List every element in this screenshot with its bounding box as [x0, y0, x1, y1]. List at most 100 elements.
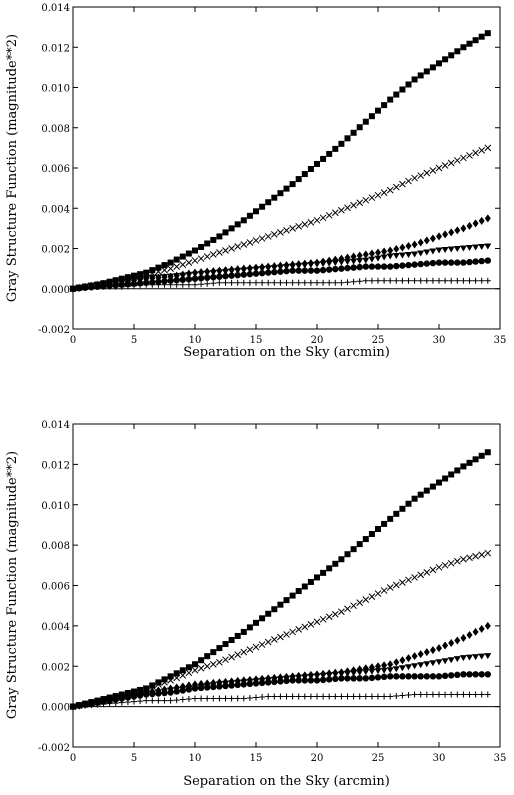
data-point	[344, 605, 351, 613]
data-point	[94, 701, 101, 708]
data-point	[167, 673, 174, 680]
data-point	[399, 277, 406, 284]
data-point	[423, 260, 430, 267]
data-point	[368, 277, 375, 284]
data-point	[277, 601, 284, 608]
data-point	[222, 272, 229, 280]
data-point	[259, 203, 266, 210]
data-point	[234, 243, 242, 250]
data-point	[82, 702, 89, 709]
data-point	[399, 656, 406, 665]
data-point	[295, 626, 303, 633]
data-point	[320, 279, 327, 286]
x-tick-label: 15	[250, 335, 263, 346]
data-point	[271, 194, 278, 201]
data-point	[460, 463, 467, 470]
data-point	[374, 255, 382, 262]
data-point	[167, 697, 174, 704]
data-point	[398, 665, 406, 672]
data-point	[136, 692, 144, 699]
data-point	[484, 653, 492, 660]
x-tick-label: 20	[311, 753, 324, 764]
data-point	[399, 86, 406, 93]
data-point	[301, 171, 308, 178]
x-axis-label: Separation on the Sky (arcmin)	[183, 774, 390, 789]
data-point	[393, 510, 400, 517]
data-point	[70, 285, 76, 292]
data-point	[124, 694, 132, 701]
data-point	[380, 587, 388, 594]
data-point	[417, 277, 424, 284]
data-point	[265, 679, 272, 686]
data-point	[161, 281, 168, 288]
y-axis-label: Gray Structure Function (magnitude**2)	[5, 451, 20, 719]
data-point	[173, 688, 180, 695]
data-point	[344, 264, 351, 272]
data-point	[374, 590, 382, 597]
data-point	[362, 196, 370, 204]
data-point	[405, 81, 412, 88]
data-point	[295, 263, 303, 270]
y-tick-label: 0.000	[41, 285, 70, 296]
data-point	[411, 574, 418, 581]
data-point	[374, 191, 382, 199]
data-point	[448, 228, 455, 237]
data-point	[325, 211, 333, 219]
data-point	[472, 671, 479, 678]
data-point	[313, 677, 321, 684]
data-point	[191, 271, 199, 278]
data-point	[148, 683, 156, 690]
data-point	[204, 274, 211, 281]
data-point	[344, 670, 351, 677]
data-point	[314, 574, 320, 581]
data-point	[216, 695, 223, 702]
data-point	[161, 262, 168, 269]
data-point	[161, 679, 168, 686]
data-point	[314, 279, 320, 286]
data-point	[253, 208, 259, 215]
data-point	[417, 662, 425, 669]
data-point	[356, 258, 364, 265]
data-point	[356, 199, 364, 207]
data-point	[454, 671, 461, 679]
data-point	[143, 697, 150, 704]
data-point	[148, 269, 156, 277]
data-point	[88, 702, 95, 709]
data-point	[173, 674, 181, 682]
data-point	[149, 682, 156, 689]
data-point	[137, 271, 144, 278]
data-point	[381, 102, 388, 109]
data-point	[338, 608, 345, 616]
data-point	[447, 657, 455, 664]
data-point	[472, 277, 479, 284]
data-point	[301, 623, 309, 631]
data-point	[131, 282, 137, 289]
data-point	[228, 279, 235, 286]
data-point	[124, 283, 131, 290]
data-point	[423, 249, 431, 256]
data-point	[442, 691, 449, 698]
data-point	[423, 691, 430, 698]
y-axis-label: Gray Structure Function (magnitude**2)	[5, 34, 20, 302]
data-point	[155, 264, 162, 271]
data-point	[228, 695, 235, 702]
data-point	[185, 669, 193, 677]
data-point	[283, 267, 290, 275]
data-point	[173, 281, 180, 288]
data-point	[155, 697, 162, 704]
data-point	[448, 259, 455, 266]
data-point	[338, 693, 345, 700]
data-point	[289, 677, 296, 684]
data-point	[283, 677, 290, 685]
series-x	[69, 549, 492, 710]
data-point	[362, 263, 369, 270]
data-point	[405, 261, 412, 269]
data-point	[441, 672, 449, 680]
data-point	[270, 231, 278, 238]
data-point	[283, 597, 290, 604]
data-point	[435, 563, 443, 571]
data-point	[234, 651, 242, 658]
data-point	[417, 673, 424, 680]
data-point	[167, 265, 174, 272]
data-point	[295, 267, 302, 274]
